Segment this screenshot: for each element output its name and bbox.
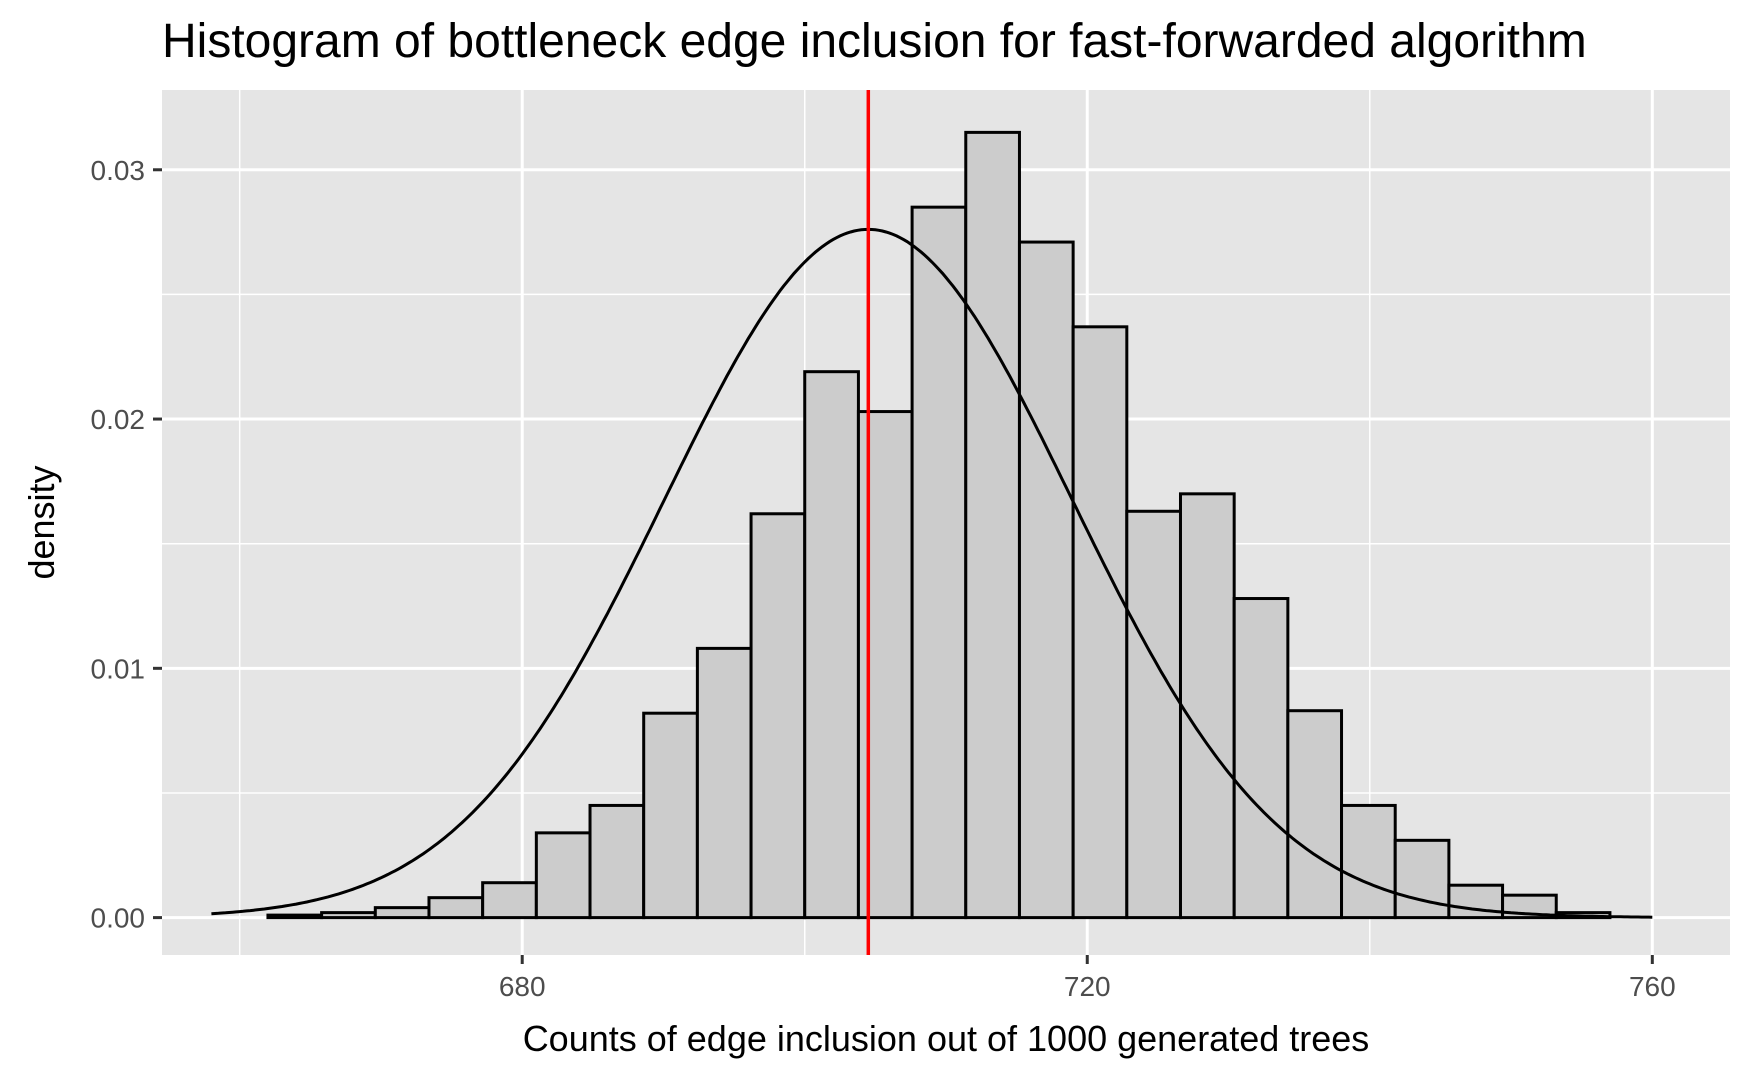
histogram-bar [642, 711, 699, 920]
y-tick-label: 0.01 [91, 653, 146, 684]
histogram-bar [481, 881, 538, 920]
histogram-bar [1393, 838, 1451, 920]
histogram-bar [373, 906, 431, 920]
histogram-bar [1178, 492, 1236, 920]
histogram-bar [534, 831, 592, 920]
x-axis-title: Counts of edge inclusion out of 1000 gen… [523, 1018, 1370, 1059]
histogram-bar [749, 512, 807, 920]
x-tick-label: 720 [1064, 971, 1111, 1002]
histogram-bar [910, 205, 968, 920]
histogram-bar [266, 913, 324, 920]
histogram-bar [803, 370, 860, 920]
histogram-bar [588, 803, 646, 920]
axes: 680 720 760 0.00 0.01 0.02 0.03 [91, 155, 1676, 1002]
y-tick-label: 0.03 [91, 155, 146, 186]
histogram-bar [964, 130, 1021, 920]
chart-title: Histogram of bottleneck edge inclusion f… [162, 15, 1587, 68]
density-curve [211, 227, 1653, 919]
y-tick-label: 0.00 [91, 903, 146, 934]
histogram-bar [1125, 509, 1182, 920]
x-tick-label: 680 [499, 971, 546, 1002]
histogram-bar [320, 911, 377, 920]
histogram-bar [695, 646, 753, 920]
histogram-bar [856, 410, 914, 920]
histogram-bar [427, 896, 485, 920]
histogram-bar [1017, 240, 1075, 920]
histogram-bars [266, 130, 1612, 920]
y-axis-title: density [21, 465, 62, 579]
density-curve-layer [211, 227, 1653, 919]
histogram-bar [1071, 325, 1129, 920]
histogram-bar [1286, 709, 1344, 920]
histogram-bar [1340, 803, 1397, 920]
y-tick-label: 0.02 [91, 404, 146, 435]
x-tick-label: 760 [1629, 971, 1676, 1002]
histogram-bar [1232, 597, 1290, 920]
